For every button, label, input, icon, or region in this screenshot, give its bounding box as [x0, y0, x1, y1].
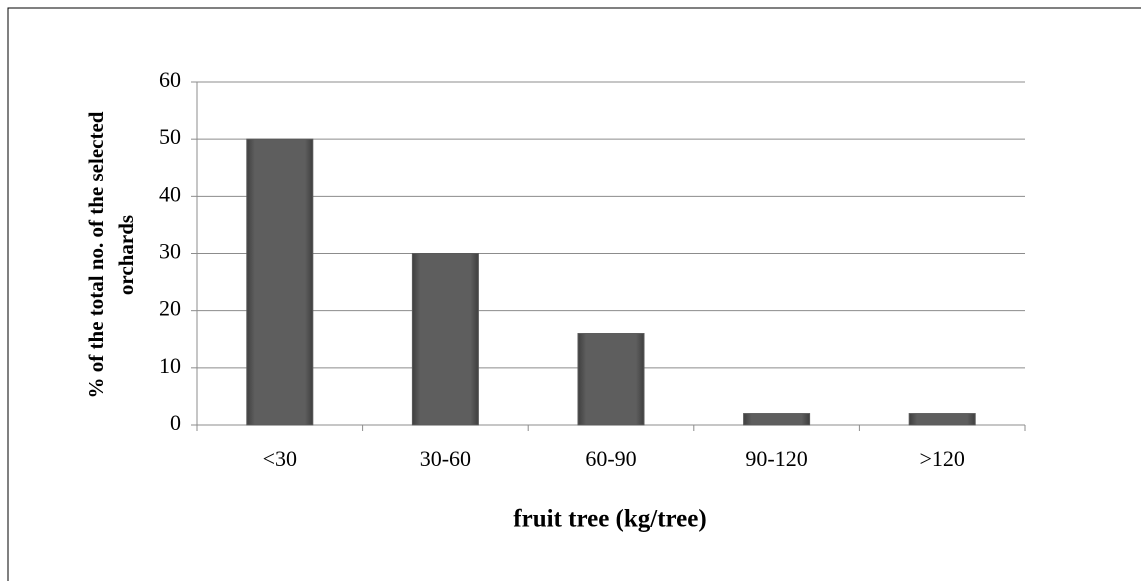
bar — [577, 333, 645, 426]
y-tick-label: 60 — [159, 67, 181, 92]
y-axis-title: % of the total no. of the selected — [84, 111, 108, 398]
bar — [246, 138, 314, 426]
x-axis-title: fruit tree (kg/tree) — [513, 506, 706, 533]
bar — [411, 253, 479, 426]
x-tick-label: 30-60 — [420, 446, 471, 471]
x-tick-label: <30 — [263, 446, 297, 471]
y-tick-label: 0 — [170, 410, 181, 435]
y-tick-label: 30 — [159, 239, 181, 264]
y-axis-title: orchards — [114, 215, 138, 295]
bar — [743, 413, 811, 426]
chart-frame — [7, 7, 1141, 581]
bar — [908, 413, 976, 426]
y-tick-label: 10 — [159, 353, 181, 378]
x-tick-label: >120 — [919, 446, 964, 471]
x-tick-label: 90-120 — [745, 446, 807, 471]
x-tick-label: 60-90 — [585, 446, 636, 471]
y-tick-label: 40 — [159, 181, 181, 206]
y-tick-label: 20 — [159, 296, 181, 321]
y-tick-label: 50 — [159, 124, 181, 149]
